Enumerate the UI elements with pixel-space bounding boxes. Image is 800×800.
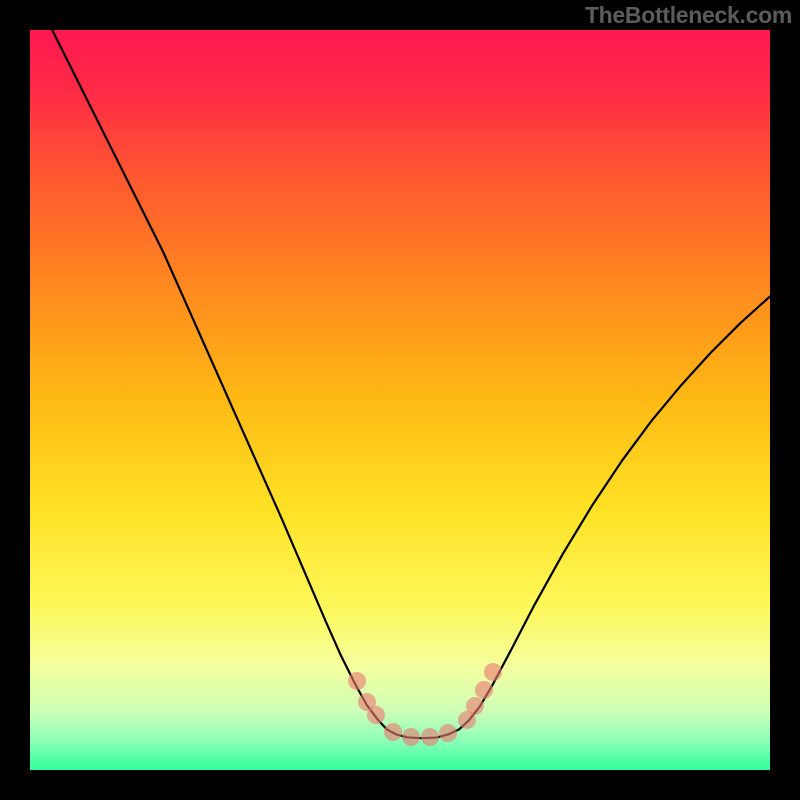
plot-area bbox=[30, 30, 770, 770]
data-marker bbox=[466, 697, 484, 715]
watermark-text: TheBottleneck.com bbox=[585, 2, 792, 29]
data-marker bbox=[348, 672, 366, 690]
data-marker bbox=[484, 663, 502, 681]
data-marker bbox=[402, 728, 420, 746]
data-marker bbox=[384, 723, 402, 741]
data-marker bbox=[421, 728, 439, 746]
plot-frame bbox=[30, 30, 770, 770]
data-marker bbox=[439, 724, 457, 742]
bottleneck-curve bbox=[30, 30, 770, 770]
data-marker bbox=[367, 706, 385, 724]
data-marker bbox=[475, 681, 493, 699]
chart-container: { "watermark": { "text": "TheBottleneck.… bbox=[0, 0, 800, 800]
